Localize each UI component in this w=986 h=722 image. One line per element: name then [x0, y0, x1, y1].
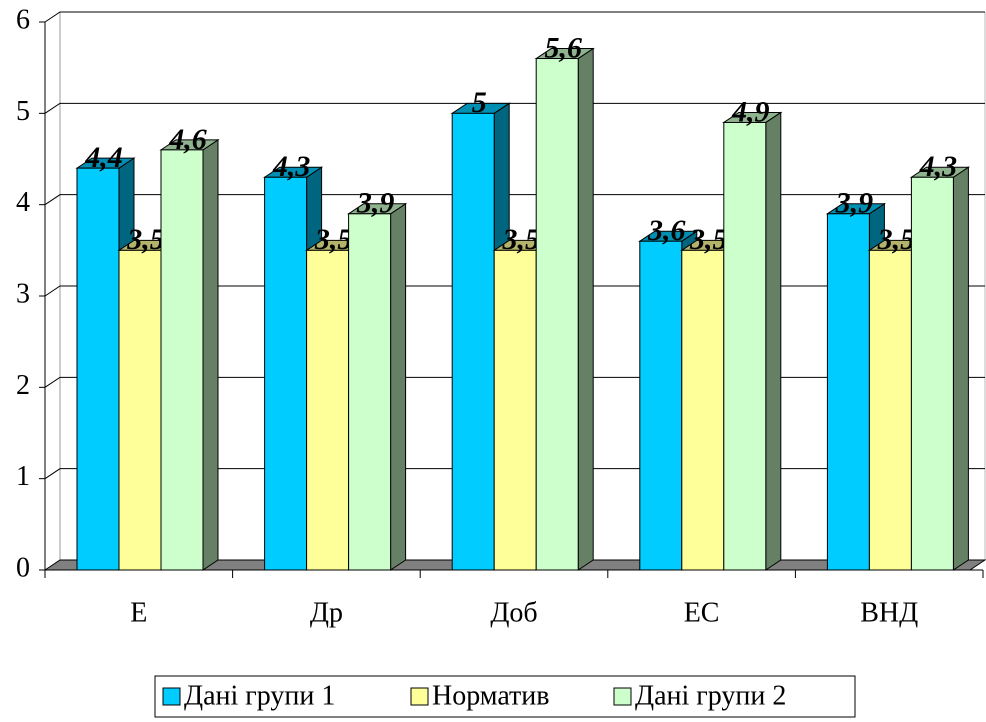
value-label: 4,9 [731, 95, 770, 128]
bar-group [346, 202, 408, 571]
x-tick-label: Др [310, 597, 343, 628]
bar-side [577, 47, 594, 571]
legend-box [154, 675, 856, 718]
value-label: 3,5 [877, 223, 916, 256]
bar [826, 213, 870, 571]
x-tick-label: Доб [490, 597, 537, 628]
value-label: 4,3 [272, 150, 311, 183]
bar [493, 249, 537, 571]
bar-group [159, 138, 220, 571]
bar [681, 249, 725, 571]
legend-label: Дані групи 2 [635, 680, 786, 711]
value-label: 3,5 [314, 223, 353, 256]
value-label: 3,5 [126, 223, 165, 256]
value-label: 3,6 [647, 214, 686, 247]
bar [723, 121, 767, 571]
bar-group [909, 166, 971, 571]
value-label: 3,9 [835, 187, 874, 220]
legend-swatch [162, 687, 181, 706]
value-label: 3,5 [501, 223, 540, 256]
bar-group [534, 47, 595, 571]
grid-line [44, 11, 985, 23]
x-tick-label: ВНД [860, 597, 918, 628]
bar [118, 249, 162, 571]
value-label: 3,9 [356, 187, 395, 220]
y-tick-label: 2 [16, 370, 30, 401]
value-label: 5 [472, 86, 487, 119]
value-label: 4,6 [168, 123, 207, 156]
bar [535, 58, 579, 571]
value-label: 3,5 [689, 223, 728, 256]
x-tick-label: ЕС [684, 597, 720, 628]
bar-side [952, 166, 969, 571]
y-tick-label: 5 [16, 96, 30, 127]
bar-group [722, 111, 783, 571]
grid-line [44, 194, 985, 206]
y-tick-label: 4 [16, 187, 30, 218]
y-tick-label: 0 [16, 552, 30, 583]
y-tick-label: 6 [16, 4, 30, 35]
legend-label: Дані групи 1 [184, 680, 335, 711]
legend-label: Норматив [432, 680, 549, 711]
bar [868, 249, 912, 571]
bar [348, 213, 392, 571]
bar [306, 249, 350, 571]
grid-line [44, 102, 985, 114]
bar [910, 176, 954, 571]
bar-side [390, 202, 407, 571]
bar [264, 176, 308, 571]
value-label: 4,4 [84, 141, 123, 174]
bar [451, 112, 495, 571]
value-label: 5,6 [544, 31, 582, 64]
y-tick-label: 3 [16, 278, 30, 309]
bar-side [202, 138, 219, 571]
bar [639, 240, 683, 571]
legend-swatch [613, 687, 632, 706]
x-tick-label: Е [130, 597, 147, 628]
bar [76, 167, 120, 571]
value-label: 4,3 [919, 150, 958, 183]
legend-swatch [410, 687, 429, 706]
bar-side [765, 111, 782, 571]
bar [160, 149, 204, 571]
y-tick-label: 1 [16, 461, 30, 492]
